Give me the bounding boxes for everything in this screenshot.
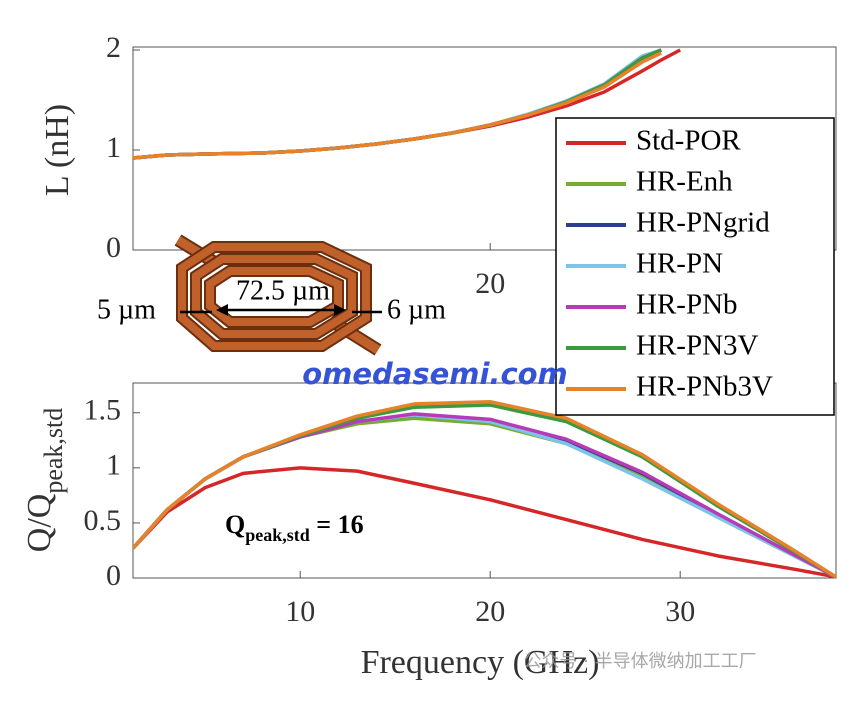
lead [175, 236, 217, 266]
series-line [133, 51, 662, 160]
watermark: 公众号 · 半导体微纳加工工厂 [523, 651, 756, 672]
legend: Std-POR HR-Enh HR-PNgrid HR-PN HR-PNb HR-PN3V… [555, 117, 835, 416]
series-line [133, 399, 836, 578]
annotation-main: Q [225, 510, 245, 539]
legend-label: Std-POR [636, 125, 741, 157]
legend-label: HR-PNgrid [636, 207, 770, 239]
y-tick-label: 0.5 [84, 504, 122, 537]
legend-label: HR-PNb3V [636, 371, 773, 403]
turn-mid [192, 255, 356, 338]
x-tick-label: 10 [285, 595, 315, 628]
y-tick-label: 1.5 [84, 394, 122, 427]
annotation-sub: peak,std [245, 525, 310, 545]
legend-label: HR-Enh [636, 166, 733, 198]
arrow-head [334, 304, 346, 316]
x-tick-label: 30 [665, 595, 695, 628]
annotation: Qpeak,std = 16 [225, 510, 364, 545]
legend-label: HR-PN3V [636, 330, 759, 362]
x-tick-label: 20 [475, 267, 505, 300]
turn-inner [206, 267, 342, 326]
inset-label: 5 µm [97, 294, 156, 325]
y-axis-label: L (nH) [39, 104, 76, 196]
y-tick-label: 0 [106, 559, 121, 592]
y-tick-label: 1 [106, 449, 121, 482]
turn-outer [178, 243, 370, 350]
inset-label: 6 µm [387, 294, 446, 325]
annotation-rest: = 16 [310, 510, 364, 539]
y-label-sub: peak,std [39, 408, 68, 494]
y-tick-label: 2 [106, 31, 121, 64]
arrow-head [216, 304, 228, 316]
inset-label: 72.5 µm [236, 275, 330, 306]
inset-inductor [174, 234, 382, 356]
watermark: omedasemi.com [302, 357, 568, 391]
legend-label: HR-PN [636, 248, 723, 280]
legend-label: HR-PNb [636, 289, 738, 321]
y-label-main: Q/Q [21, 494, 58, 553]
series-line [133, 466, 836, 578]
y-axis-label: Q/Qpeak,std [21, 408, 69, 552]
x-axis-label: Frequency (GHz) [361, 644, 600, 681]
plot-top [133, 48, 682, 160]
y-tick-label: 1 [106, 131, 121, 164]
y-tick-label: 0 [106, 231, 121, 264]
plot-bottom [133, 399, 836, 578]
x-tick-label: 20 [475, 595, 505, 628]
